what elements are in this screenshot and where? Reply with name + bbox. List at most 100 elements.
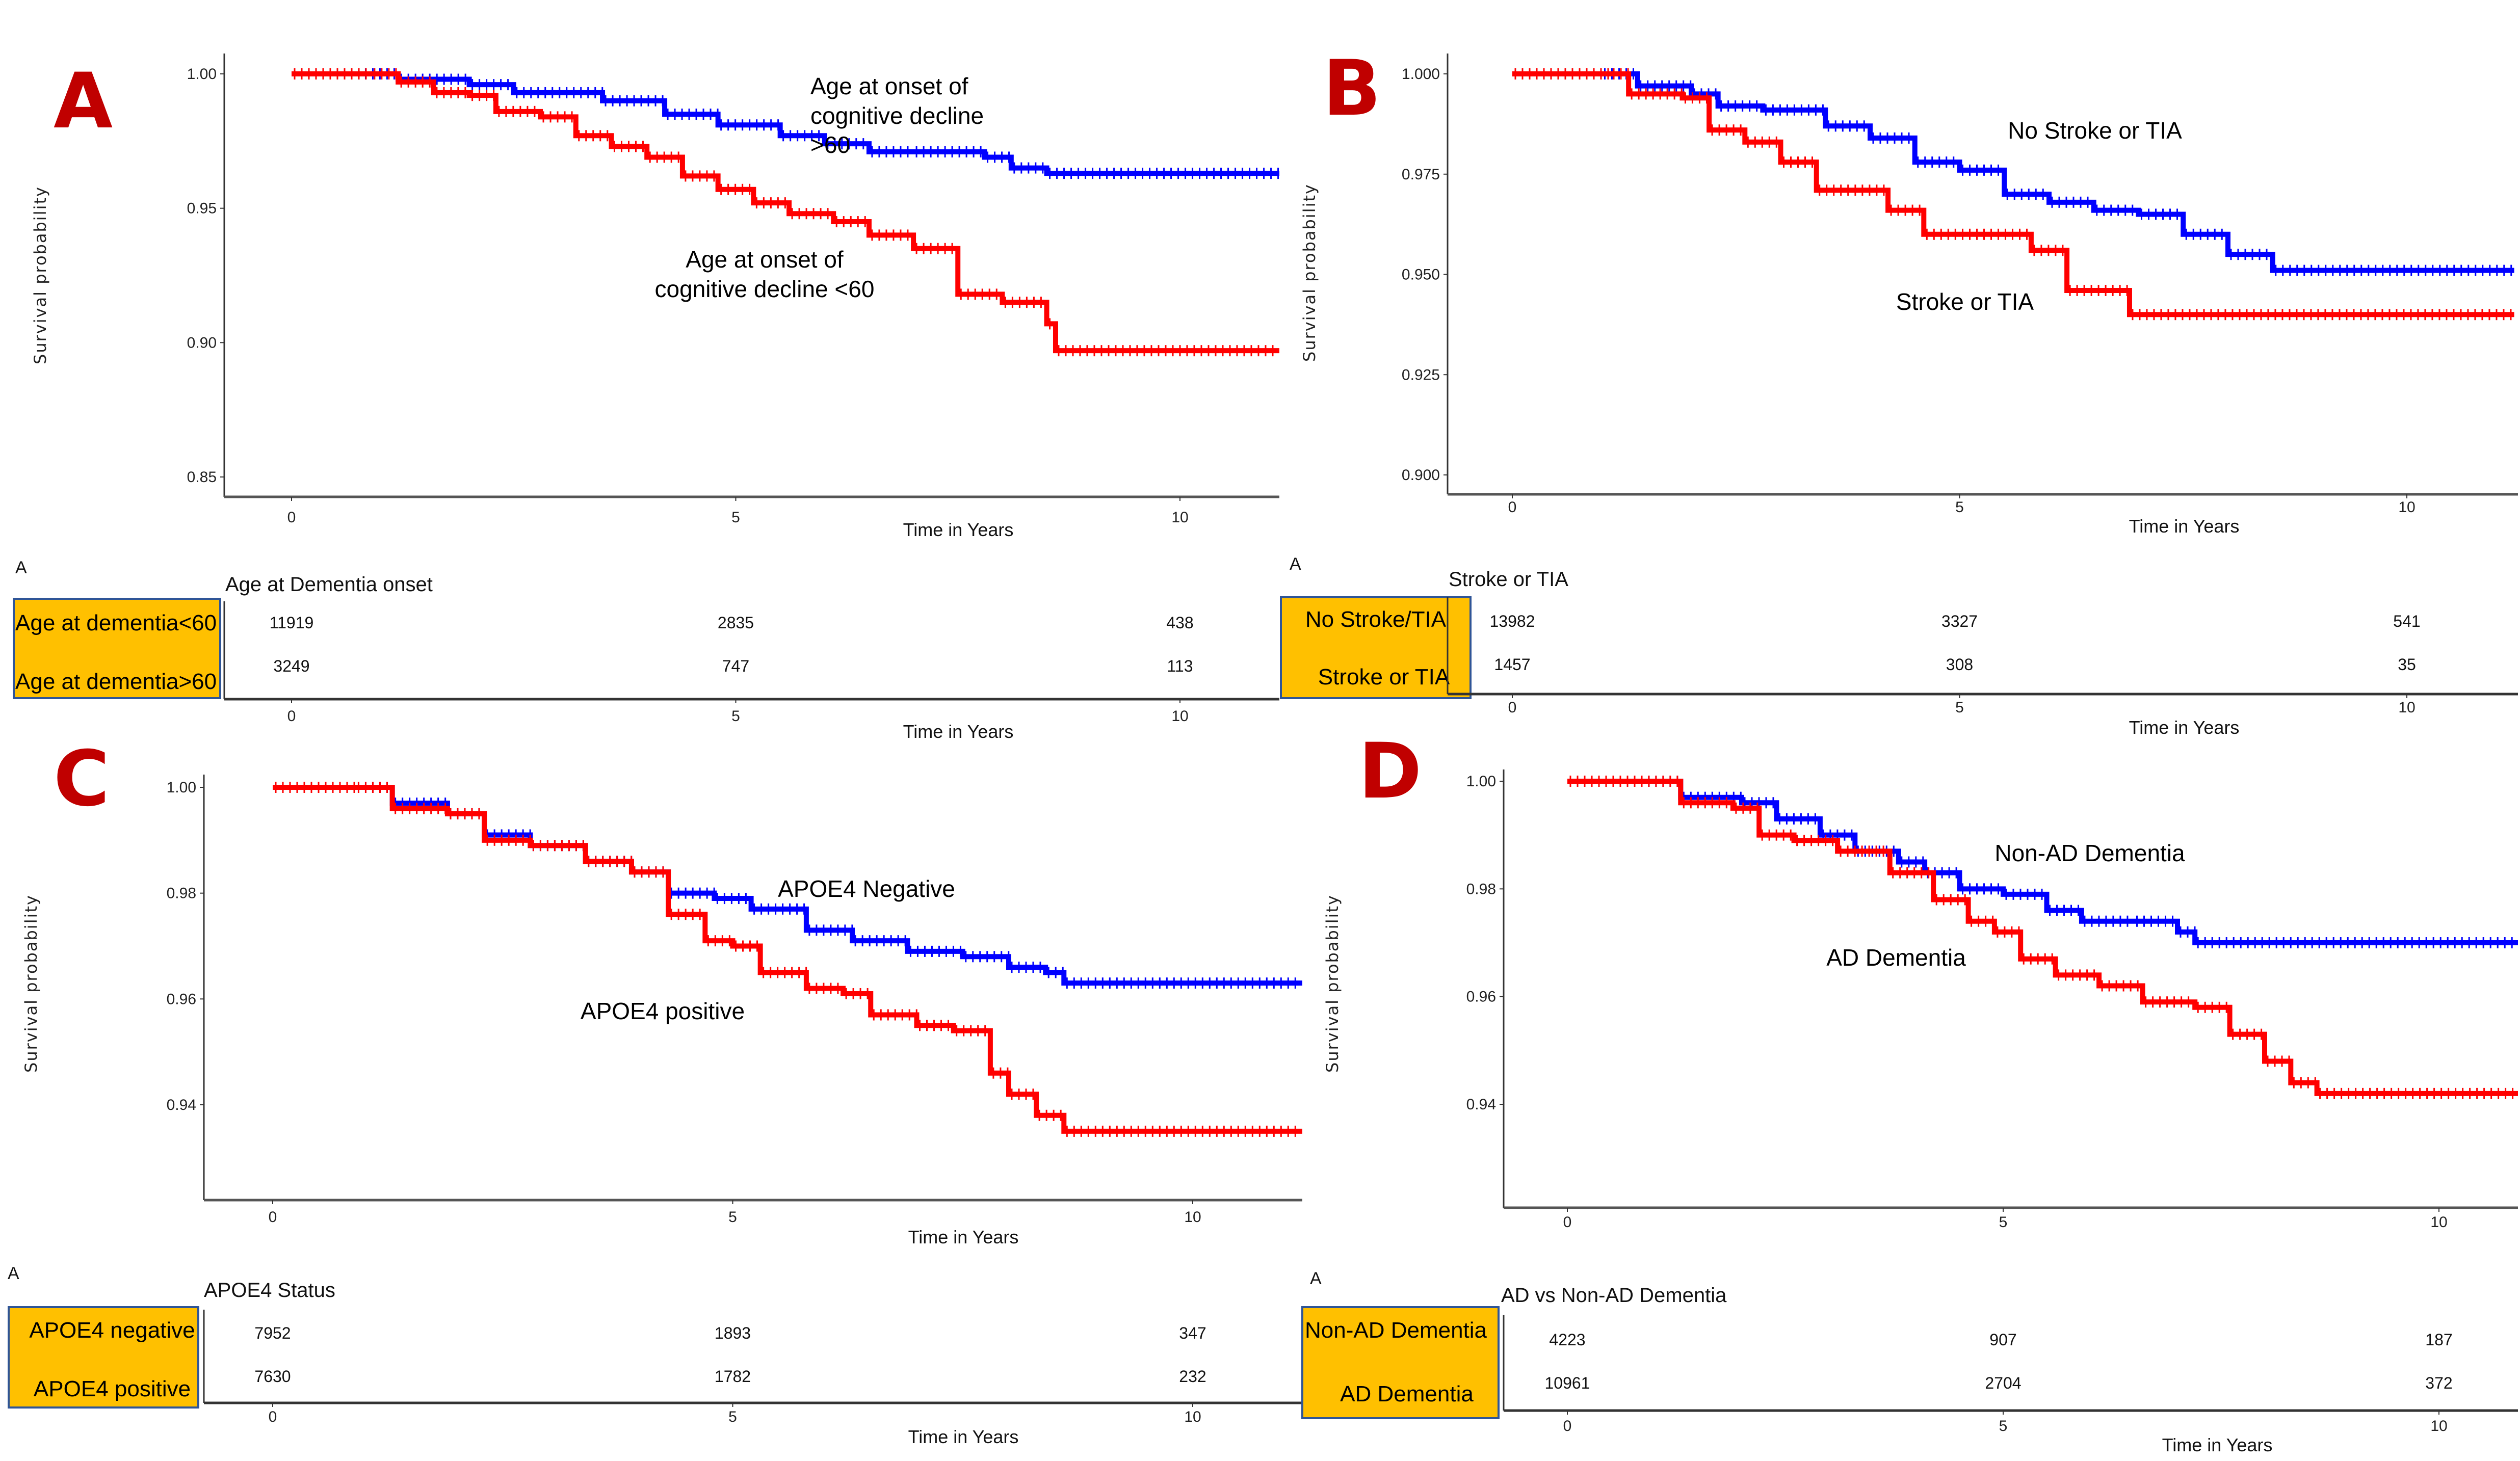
risk-count-c-row2: 232	[1179, 1367, 1206, 1386]
risk-count-a-row1: 2835	[718, 614, 754, 632]
risk-count-a-row1: 438	[1166, 614, 1193, 632]
km-curve-a-1	[292, 71, 1279, 176]
risk-x-axis-label-a: Time in Years	[903, 721, 1014, 742]
risk-table-title-a: Age at Dementia onset	[225, 573, 433, 596]
y-tick-label-d: 0.96	[1466, 989, 1496, 1005]
risk-count-c-row1: 347	[1179, 1324, 1206, 1342]
panel-d: D 0.94 0.96 0.98 1.00 0 5 10 Survival probabil…	[1301, 727, 2518, 1455]
risk-x-tick-label-a: 10	[1171, 708, 1188, 725]
strata-label-b-2: Stroke or TIA	[1318, 665, 1450, 689]
plot-d: 0.94 0.96 0.98 1.00 0 5 10	[1466, 769, 2518, 1231]
y-tick-label-b: 0.900	[1402, 467, 1440, 484]
annotation-b-group2: Stroke or TIA	[1896, 288, 2034, 315]
y-tick-label-b: 0.975	[1402, 166, 1440, 183]
risk-table-title-b: Stroke or TIA	[1449, 568, 1568, 591]
y-tick-label-b: 1.000	[1402, 66, 1440, 83]
annotation-c-group2: APOE4 positive	[581, 998, 745, 1024]
plot-c: 0.94 0.96 0.98 1.00 0 5 10	[167, 775, 1302, 1226]
risk-count-a-row1: 11919	[270, 614, 314, 632]
x-axis-label-b: Time in Years	[2129, 516, 2240, 537]
risk-x-tick-label-c: 0	[269, 1409, 277, 1425]
y-tick-label-a: 1.00	[187, 66, 217, 83]
km-curve-d-2	[1567, 779, 2518, 1096]
y-axis-label-a: Survival probability	[31, 186, 50, 364]
strata-label-c-2: APOE4 positive	[34, 1376, 191, 1401]
risk-count-d-row1: 4223	[1549, 1331, 1585, 1349]
risk-count-c-row2: 7630	[254, 1367, 291, 1386]
risk-count-a-row2: 747	[722, 657, 749, 675]
risk-x-tick-label-d: 0	[1563, 1418, 1572, 1435]
annotation-d-group2: AD Dementia	[1826, 944, 1966, 971]
censor-marks-b-1	[1514, 68, 2512, 276]
risk-count-b-row1: 13982	[1490, 612, 1535, 630]
y-tick-label-d: 0.94	[1466, 1096, 1496, 1113]
panel-letter-b: B	[1323, 44, 1381, 133]
risk-x-tick-label-d: 10	[2430, 1418, 2447, 1435]
risk-count-b-row1: 3327	[1941, 612, 1978, 630]
plot-b: 0.900 0.925 0.950 0.975 1.000 0 5 10	[1402, 54, 2518, 516]
risk-x-axis-label-b: Time in Years	[2129, 717, 2240, 738]
x-tick-label-c: 10	[1184, 1209, 1201, 1226]
risk-x-tick-label-a: 5	[731, 708, 740, 725]
panel-letter-d: D	[1358, 727, 1422, 816]
km-curve-b-1	[1512, 71, 2514, 273]
strata-label-d-1: Non-AD Dementia	[1305, 1318, 1487, 1343]
y-axis-label-d: Survival probability	[1323, 894, 1342, 1073]
risk-count-c-row1: 7952	[254, 1324, 291, 1342]
risk-count-b-row1: 541	[2393, 612, 2420, 630]
risk-count-c-row2: 1782	[715, 1367, 751, 1386]
panel-b: B 0.900 0.925 0.950 0.975 1.000 0 5 10 Survival…	[1280, 44, 2518, 738]
y-tick-label-c: 0.94	[167, 1097, 196, 1113]
x-axis-label-c: Time in Years	[908, 1227, 1019, 1247]
panel-letter-a: A	[54, 57, 113, 146]
risk-count-b-row2: 35	[2398, 655, 2416, 674]
risk-x-tick-label-b: 10	[2398, 699, 2415, 716]
risk-table-tag-d: A	[1310, 1269, 1322, 1288]
risk-count-d-row2: 372	[2425, 1374, 2452, 1392]
strata-label-box-a	[13, 598, 221, 699]
y-tick-label-c: 0.96	[167, 991, 196, 1007]
risk-x-tick-label-a: 0	[287, 708, 296, 725]
x-tick-label-a: 0	[287, 509, 296, 526]
strata-label-c-1: APOE4 negative	[29, 1318, 195, 1343]
y-tick-label-c: 1.00	[167, 779, 196, 796]
y-tick-label-b: 0.950	[1402, 267, 1440, 283]
y-tick-label-d: 1.00	[1466, 773, 1496, 790]
y-tick-label-a: 0.90	[187, 334, 217, 351]
x-tick-label-b: 0	[1508, 499, 1517, 516]
panel-a: A 0.85 0.90 0.95 1.00 0 5 10 Survival probabil…	[13, 54, 1279, 742]
annotation-c-group1: APOE4 Negative	[778, 875, 955, 902]
risk-table-a: A Age at Dementia onset Age at dementia<…	[13, 558, 1279, 742]
x-tick-label-d: 0	[1563, 1214, 1572, 1231]
risk-count-a-row2: 3249	[273, 657, 309, 675]
risk-table-d: A AD vs Non-AD Dementia Non-AD Dementia …	[1301, 1269, 2518, 1455]
annotation-a-group2-line2: cognitive decline <60	[655, 276, 875, 302]
risk-x-tick-label-c: 10	[1184, 1409, 1201, 1425]
risk-count-b-row2: 1457	[1494, 655, 1530, 674]
x-axis-label-a: Time in Years	[903, 519, 1014, 540]
censor-marks-d-2	[1569, 776, 2514, 1099]
strata-label-box-b	[1280, 596, 1472, 699]
strata-label-a-1: Age at dementia<60	[15, 610, 217, 635]
risk-table-tag-c: A	[8, 1264, 19, 1283]
risk-count-b-row2: 308	[1946, 655, 1973, 674]
strata-label-box-c	[8, 1306, 199, 1409]
y-tick-label-b: 0.925	[1402, 366, 1440, 383]
km-curve-a-2	[292, 71, 1279, 354]
annotation-a-group1-line1: Age at onset of	[810, 73, 968, 99]
risk-x-axis-label-c: Time in Years	[908, 1426, 1019, 1447]
y-tick-label-c: 0.98	[167, 885, 196, 902]
x-tick-label-c: 5	[728, 1209, 737, 1226]
km-curve-c-2	[273, 785, 1302, 1134]
y-axis-label-c: Survival probability	[21, 894, 41, 1073]
x-tick-label-b: 10	[2398, 499, 2415, 516]
censor-marks-a-1	[294, 68, 1279, 179]
censor-marks-c-2	[275, 782, 1296, 1137]
annotation-b-group1: No Stroke or TIA	[2008, 117, 2182, 144]
x-tick-label-c: 0	[269, 1209, 277, 1226]
annotation-d-group1: Non-AD Dementia	[1994, 840, 2185, 866]
censor-marks-b-2	[1514, 68, 2512, 321]
plot-a: 0.85 0.90 0.95 1.00 0 5 10	[187, 54, 1279, 526]
strata-label-box-d	[1301, 1306, 1500, 1419]
